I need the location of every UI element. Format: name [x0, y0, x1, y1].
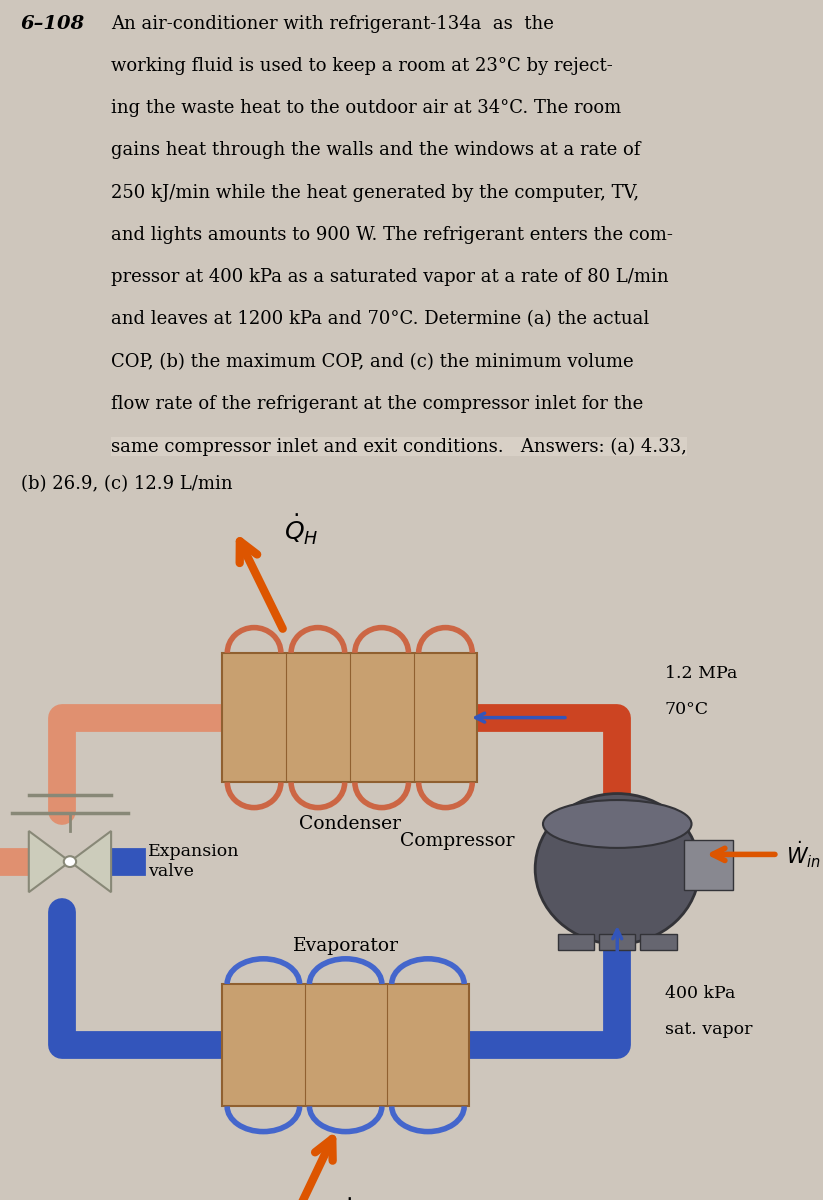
- Text: and leaves at 1200 kPa and 70°C. Determine (a) the actual: and leaves at 1200 kPa and 70°C. Determi…: [111, 311, 649, 329]
- Text: Expansion
valve: Expansion valve: [148, 844, 239, 880]
- Text: same compressor inlet and exit conditions.: same compressor inlet and exit condition…: [111, 437, 504, 455]
- Polygon shape: [70, 830, 111, 893]
- Text: Compressor: Compressor: [400, 832, 514, 850]
- Polygon shape: [29, 830, 70, 893]
- Text: $\dot{W}_{in}$: $\dot{W}_{in}$: [786, 839, 821, 870]
- Text: Condenser: Condenser: [299, 815, 401, 833]
- Bar: [684, 840, 733, 890]
- Text: sat. vapor: sat. vapor: [664, 1021, 752, 1038]
- Bar: [599, 934, 635, 950]
- Bar: [222, 984, 469, 1106]
- Ellipse shape: [543, 800, 691, 848]
- Text: same compressor inlet and exit conditions.   Answers: (a) 4.33,: same compressor inlet and exit condition…: [111, 437, 687, 456]
- Ellipse shape: [535, 793, 700, 944]
- Text: 1.2 MPa: 1.2 MPa: [664, 665, 737, 682]
- Text: flow rate of the refrigerant at the compressor inlet for the: flow rate of the refrigerant at the comp…: [111, 395, 644, 413]
- Text: 70°C: 70°C: [664, 701, 709, 718]
- Text: COP, (b) the maximum COP, and (c) the minimum volume: COP, (b) the maximum COP, and (c) the mi…: [111, 353, 634, 371]
- Text: and lights amounts to 900 W. The refrigerant enters the com-: and lights amounts to 900 W. The refrige…: [111, 226, 673, 244]
- Text: (b) 26.9, (c) 12.9 L/min: (b) 26.9, (c) 12.9 L/min: [21, 475, 232, 493]
- Text: 6–108: 6–108: [21, 14, 85, 32]
- Text: ing the waste heat to the outdoor air at 34°C. The room: ing the waste heat to the outdoor air at…: [111, 100, 621, 118]
- Bar: [640, 934, 677, 950]
- Bar: [222, 653, 477, 782]
- Text: $\dot{Q}_L$: $\dot{Q}_L$: [337, 1198, 368, 1200]
- Text: 400 kPa: 400 kPa: [664, 985, 735, 1002]
- Bar: [558, 934, 594, 950]
- Text: working fluid is used to keep a room at 23°C by reject-: working fluid is used to keep a room at …: [111, 56, 613, 74]
- Text: $\dot{Q}_H$: $\dot{Q}_H$: [284, 514, 319, 547]
- Text: Evaporator: Evaporator: [293, 937, 398, 955]
- Text: same compressor inlet and exit conditions.   Answers: (a) 4.33,: same compressor inlet and exit condition…: [111, 437, 687, 456]
- Text: 250 kJ/min while the heat generated by the computer, TV,: 250 kJ/min while the heat generated by t…: [111, 184, 639, 202]
- Text: pressor at 400 kPa as a saturated vapor at a rate of 80 L/min: pressor at 400 kPa as a saturated vapor …: [111, 269, 669, 287]
- Text: An air-conditioner with refrigerant-134a  as  the: An air-conditioner with refrigerant-134a…: [111, 14, 554, 32]
- Text: gains heat through the walls and the windows at a rate of: gains heat through the walls and the win…: [111, 142, 640, 160]
- Circle shape: [63, 857, 76, 866]
